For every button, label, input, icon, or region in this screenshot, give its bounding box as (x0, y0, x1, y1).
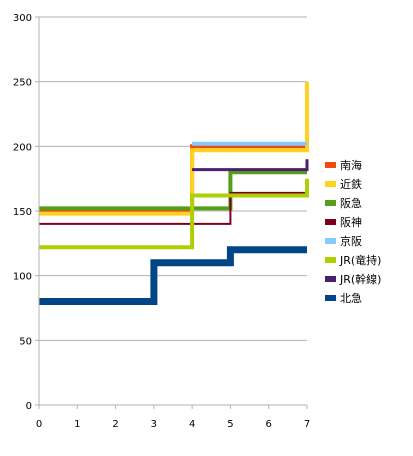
x-tick-label: 7 (304, 419, 310, 430)
legend-swatch-3 (325, 219, 336, 225)
legend-swatch-5 (325, 257, 336, 263)
y-tick-label: 200 (13, 142, 32, 153)
series-line-0 (39, 144, 307, 213)
legend-label-6: JR(幹線) (339, 272, 381, 286)
x-tick-label: 4 (189, 419, 195, 430)
legend-label-5: JR(竜持) (339, 253, 381, 267)
legend-swatch-0 (325, 162, 336, 168)
legend-label-1: 近鉄 (340, 177, 362, 191)
y-tick-label: 0 (26, 401, 32, 412)
series-line-1 (39, 81, 309, 216)
x-tick-label: 3 (151, 419, 157, 430)
y-tick-label: 100 (13, 272, 32, 283)
x-tick-label: 2 (112, 419, 118, 430)
y-tick-label: 50 (19, 336, 32, 347)
x-tick-label: 5 (227, 419, 233, 430)
series-line-6 (192, 159, 309, 172)
series-line-7 (39, 246, 307, 305)
series-line-3 (39, 191, 307, 225)
legend-label-2: 阪急 (340, 196, 362, 210)
series-line-5 (39, 178, 309, 250)
legend-swatch-2 (325, 200, 336, 206)
series-line-2 (39, 170, 307, 211)
axis-layer: 0 50 100 150 200 250 300 0 1 2 3 4 5 6 7 (13, 13, 310, 430)
x-tick-label: 0 (36, 419, 42, 430)
y-tick-label: 300 (13, 13, 32, 24)
legend-swatch-7 (325, 295, 336, 301)
legend-label-7: 北急 (340, 291, 362, 305)
legend-label-0: 南海 (340, 158, 362, 172)
y-tick-label: 250 (13, 78, 32, 89)
legend-swatch-6 (325, 276, 336, 282)
legend-label-3: 阪神 (340, 215, 362, 229)
x-tick-label: 6 (266, 419, 272, 430)
y-tick-label: 150 (13, 207, 32, 218)
series-layer (39, 81, 309, 305)
x-tick-label: 1 (74, 419, 80, 430)
legend-swatch-4 (325, 238, 336, 244)
legend-label-4: 京阪 (340, 234, 362, 248)
legend-swatch-1 (325, 181, 336, 187)
